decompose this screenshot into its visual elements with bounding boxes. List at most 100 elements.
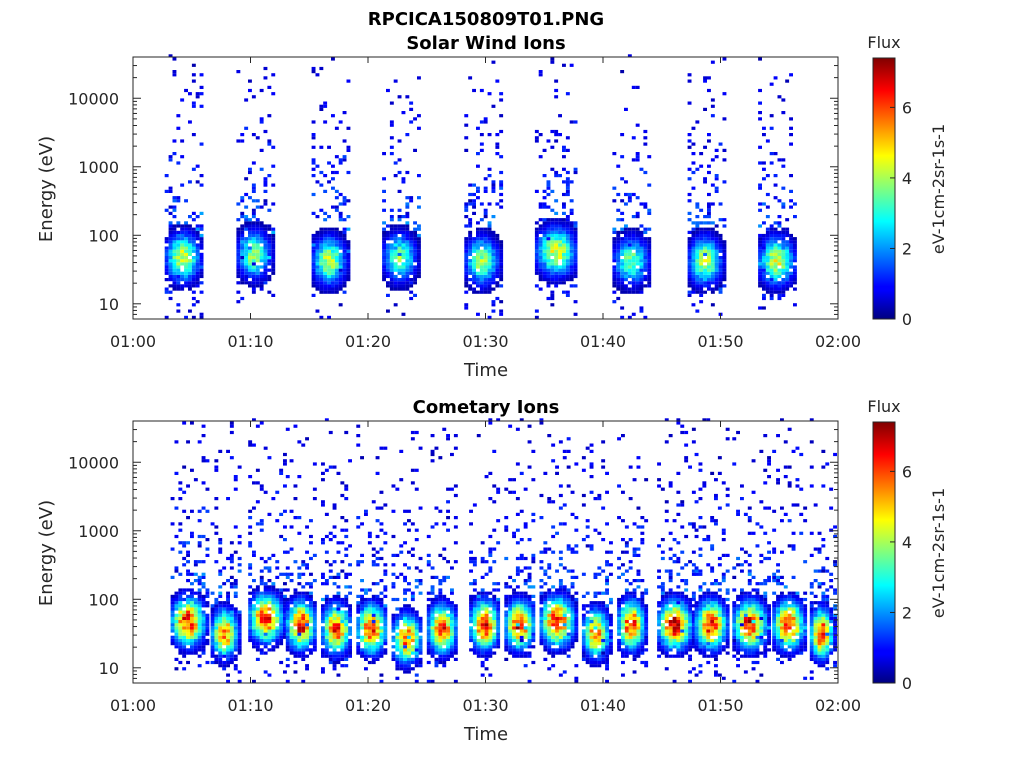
- heatmap-cell: [176, 284, 181, 288]
- heatmap-cell: [476, 597, 481, 602]
- heatmap-cell: [336, 657, 341, 661]
- heatmap-cell: [547, 616, 552, 620]
- heatmap-cell: [703, 278, 707, 282]
- heatmap-cell: [367, 534, 372, 539]
- heatmap-cell: [624, 274, 628, 279]
- heatmap-cell: [414, 430, 419, 435]
- heatmap-cell: [555, 626, 559, 630]
- heatmap-cell: [301, 610, 306, 614]
- heatmap-cell: [170, 616, 175, 620]
- heatmap-cell: [222, 638, 227, 643]
- heatmap-cell: [492, 528, 497, 532]
- heatmap-cell: [691, 259, 696, 263]
- heatmap-cell: [574, 601, 579, 605]
- heatmap-cell: [371, 613, 376, 617]
- heatmap-cell: [562, 585, 567, 589]
- heatmap-cell: [472, 246, 476, 250]
- heatmap-cell: [275, 642, 280, 646]
- panel-title: Cometary Ions: [413, 397, 560, 418]
- heatmap-cell: [379, 446, 384, 450]
- heatmap-cell: [519, 601, 524, 605]
- heatmap-cell: [244, 252, 249, 256]
- heatmap-cell: [201, 459, 206, 463]
- heatmap-cell: [180, 233, 185, 238]
- heatmap-cell: [479, 240, 484, 244]
- heatmap-cell: [762, 249, 766, 253]
- heatmap-cell: [399, 572, 404, 576]
- heatmap-cell: [546, 265, 551, 269]
- heatmap-cell: [543, 610, 548, 614]
- heatmap-cell: [255, 591, 260, 595]
- heatmap-cell: [178, 550, 183, 554]
- heatmap-cell: [480, 642, 485, 646]
- heatmap-cell: [531, 632, 536, 636]
- heatmap-cell: [647, 211, 652, 215]
- heatmap-cell: [178, 616, 183, 620]
- heatmap-cell: [547, 632, 552, 636]
- heatmap-cell: [483, 211, 488, 215]
- heatmap-cell: [393, 240, 398, 244]
- heatmap-cell: [188, 215, 192, 219]
- heatmap-cell: [210, 654, 215, 658]
- heatmap-cell: [344, 597, 349, 602]
- heatmap-cell: [558, 651, 563, 655]
- heatmap-cell: [251, 240, 256, 244]
- heatmap-cell: [534, 221, 539, 225]
- heatmap-cell: [328, 657, 333, 661]
- heatmap-cell: [403, 588, 407, 592]
- heatmap-cell: [332, 623, 337, 627]
- heatmap-cell: [635, 262, 640, 266]
- heatmap-cell: [612, 268, 617, 272]
- heatmap-cell: [480, 604, 485, 608]
- heatmap-cell: [620, 211, 625, 215]
- heatmap-cell: [612, 281, 617, 285]
- heatmap-cell: [643, 237, 648, 241]
- heatmap-cell: [472, 249, 476, 253]
- heatmap-cell: [430, 607, 435, 611]
- heatmap-cell: [172, 215, 177, 219]
- heatmap-cell: [252, 550, 256, 554]
- heatmap-cell: [334, 284, 339, 288]
- heatmap-cell: [479, 284, 484, 288]
- heatmap-cell: [174, 604, 179, 608]
- heatmap-cell: [624, 249, 628, 253]
- heatmap-cell: [319, 262, 324, 266]
- heatmap-cell: [543, 471, 548, 475]
- heatmap-cell: [487, 284, 492, 288]
- heatmap-cell: [403, 667, 407, 671]
- heatmap-cell: [569, 246, 574, 250]
- heatmap-cell: [499, 192, 504, 197]
- heatmap-cell: [405, 268, 410, 272]
- heatmap-cell: [464, 284, 469, 288]
- heatmap-cell: [558, 252, 562, 256]
- heatmap-cell: [344, 497, 349, 501]
- heatmap-cell: [375, 620, 380, 624]
- heatmap-cell: [178, 481, 183, 485]
- heatmap-cell: [222, 632, 227, 636]
- heatmap-cell: [469, 632, 473, 636]
- heatmap-cell: [397, 224, 402, 228]
- heatmap-cell: [323, 237, 328, 241]
- heatmap-cell: [344, 585, 349, 589]
- heatmap-cell: [184, 259, 188, 263]
- heatmap-cell: [297, 654, 302, 658]
- heatmap-cell: [214, 642, 219, 646]
- heatmap-cell: [399, 635, 404, 639]
- heatmap-cell: [312, 553, 317, 557]
- heatmap-cell: [413, 148, 417, 152]
- heatmap-cell: [312, 632, 317, 636]
- heatmap-cell: [389, 208, 394, 212]
- heatmap-cell: [395, 487, 400, 491]
- heatmap-cell: [781, 202, 786, 206]
- heatmap-cell: [773, 256, 778, 260]
- heatmap-cell: [616, 265, 621, 269]
- heatmap-cell: [527, 623, 532, 627]
- heatmap-cell: [504, 629, 509, 633]
- heatmap-cell: [468, 224, 473, 228]
- heatmap-cell: [312, 642, 317, 646]
- heatmap-cell: [164, 315, 169, 319]
- heatmap-cell: [479, 265, 484, 269]
- heatmap-cell: [777, 274, 782, 279]
- heatmap-cell: [301, 657, 306, 661]
- heatmap-cell: [569, 237, 574, 241]
